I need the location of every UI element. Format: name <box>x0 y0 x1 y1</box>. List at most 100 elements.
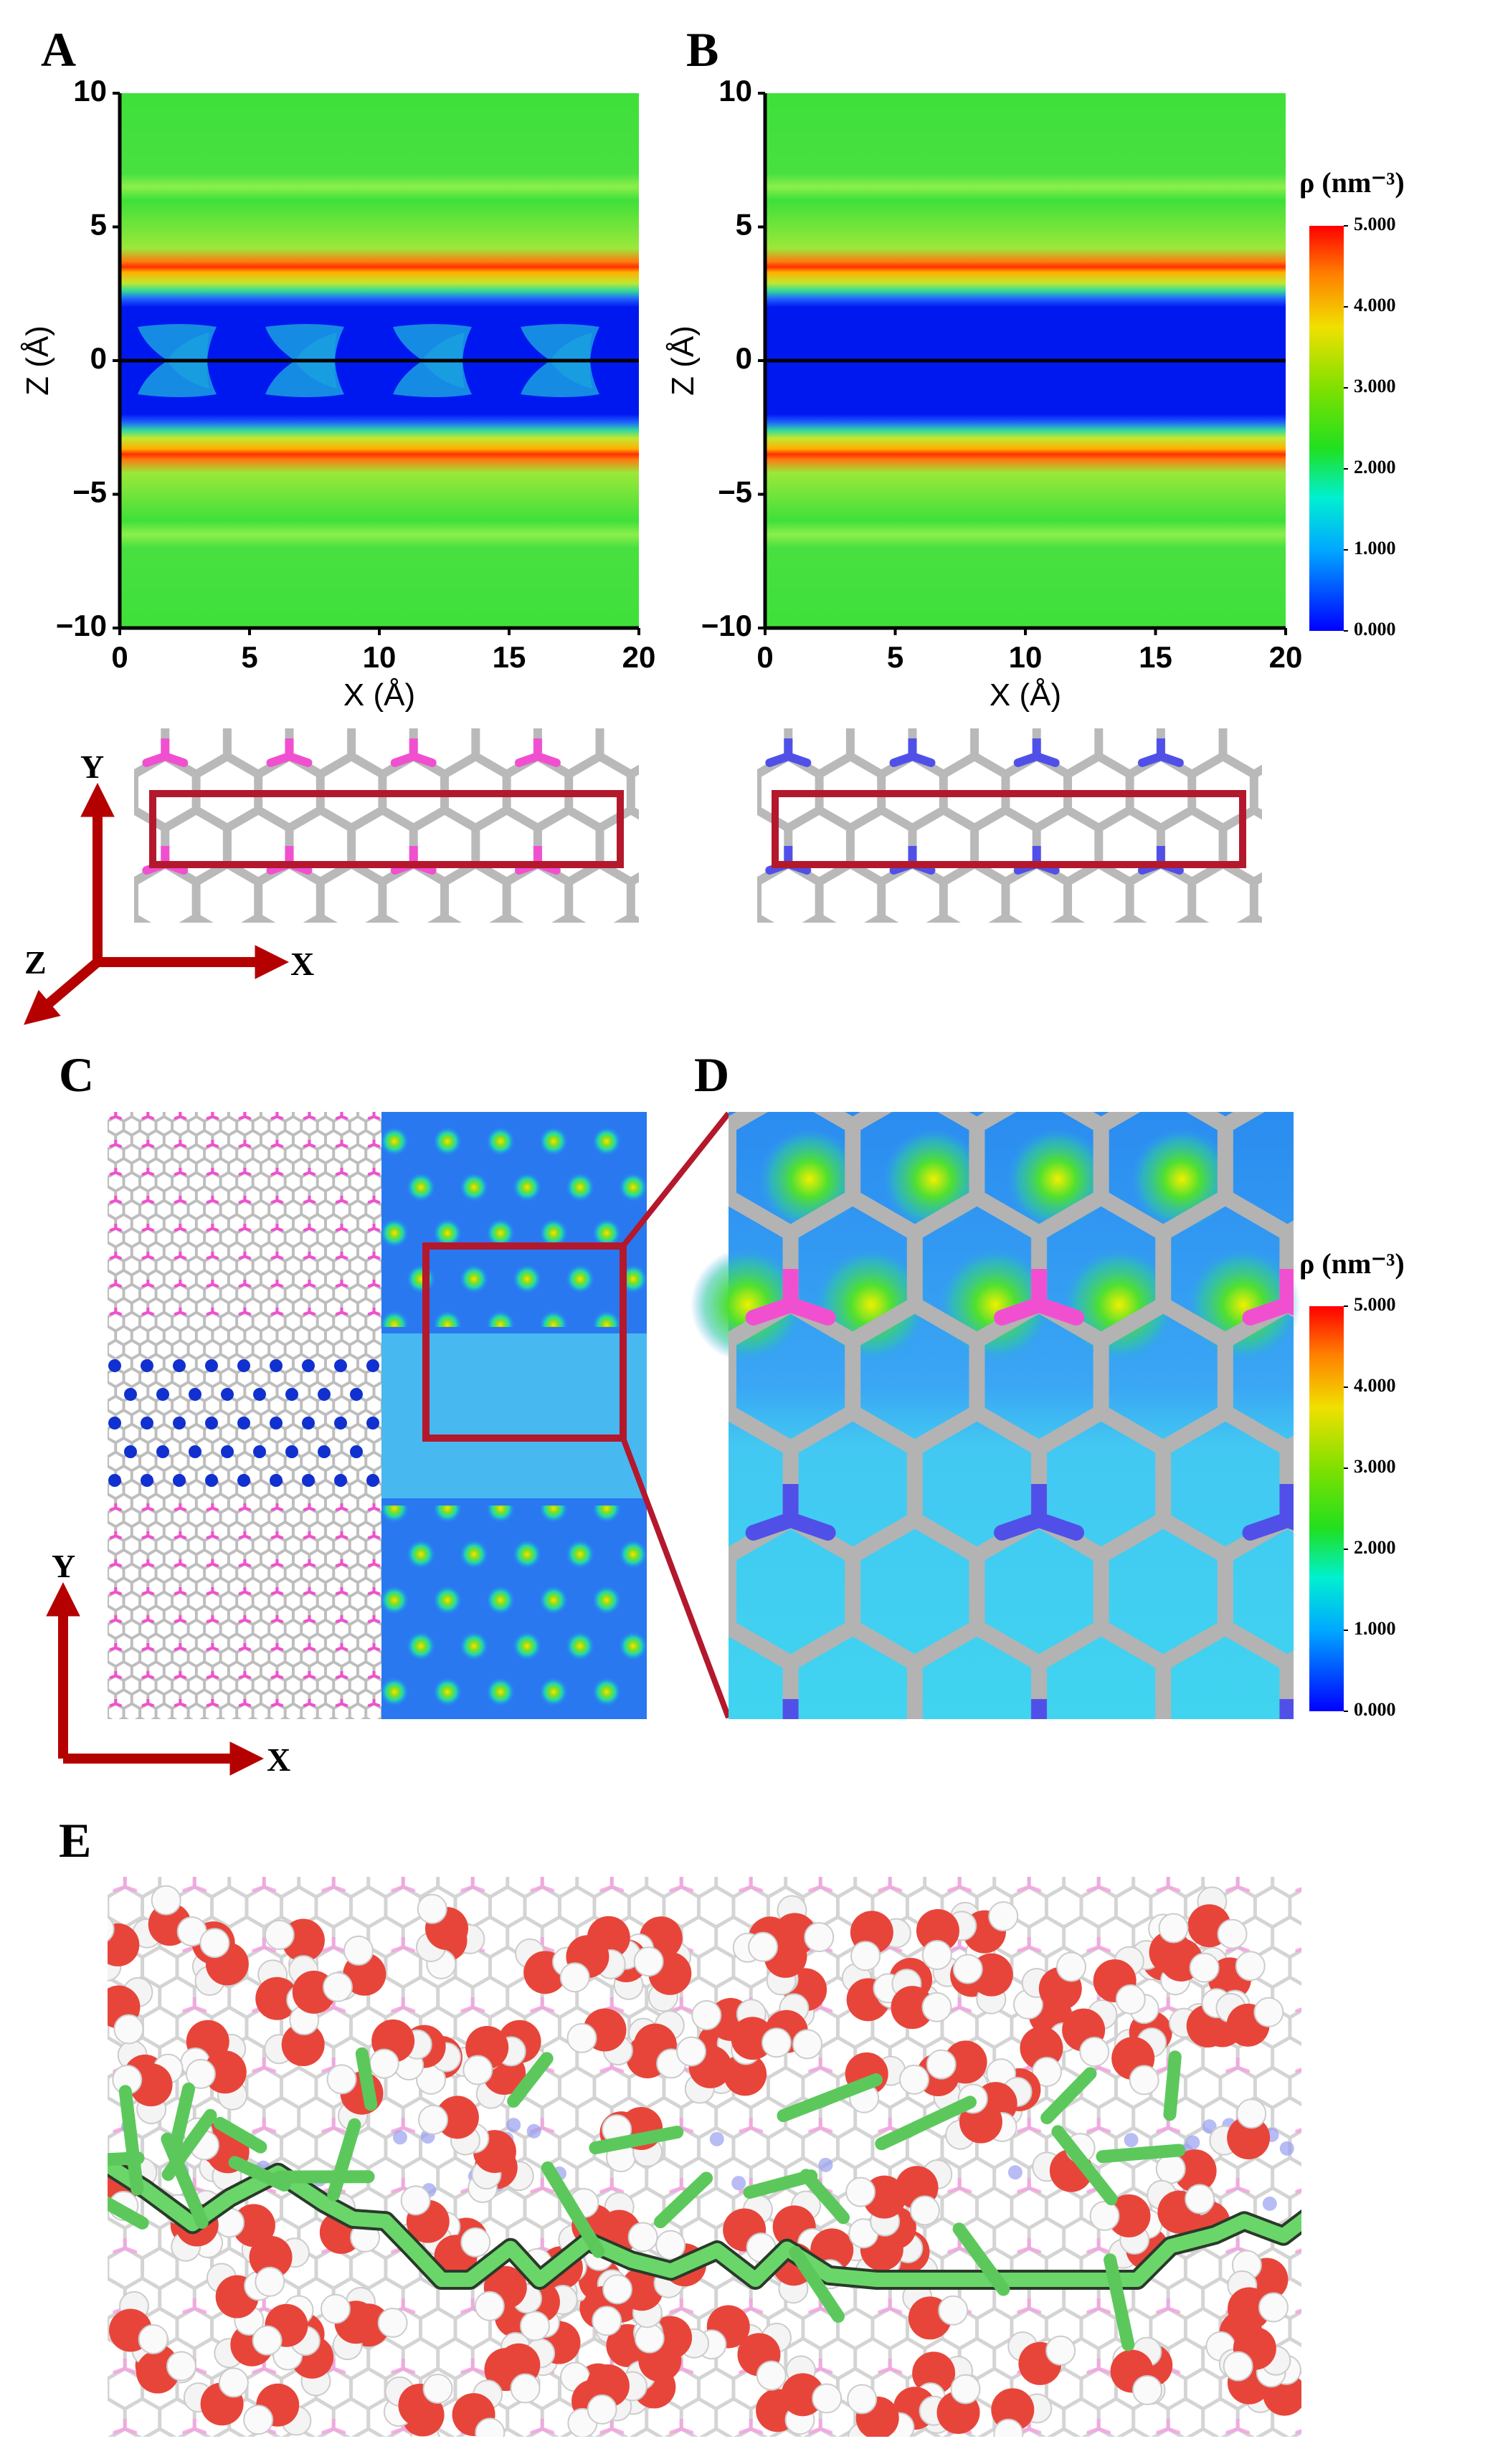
hydrogen <box>592 2306 622 2336</box>
water <box>847 2384 899 2437</box>
hydrogen <box>602 2274 633 2305</box>
hydrogen <box>559 1962 590 1993</box>
water <box>952 1953 1013 2015</box>
nitrogen <box>253 1388 266 1401</box>
hydrogen <box>243 2404 274 2435</box>
nitrogen <box>334 1417 347 1430</box>
panel-label: A <box>41 22 76 77</box>
zoom-line <box>620 1111 731 1248</box>
nitrogen <box>173 1359 186 1372</box>
nitrogen <box>1202 2119 1217 2134</box>
hydrogen <box>1089 2200 1120 2231</box>
water <box>462 2026 526 2085</box>
nitrogen <box>392 2130 407 2145</box>
nitrogen <box>237 1474 250 1487</box>
water <box>916 1908 977 1970</box>
oxygen <box>1173 2149 1217 2193</box>
oxygen <box>944 2040 987 2084</box>
water <box>748 1931 807 1996</box>
hydrogen <box>655 2230 686 2260</box>
nitrogen <box>237 1359 250 1372</box>
side-chain <box>1096 2144 1186 2164</box>
water <box>1007 2331 1076 2385</box>
hydrogen <box>422 2374 453 2404</box>
y-axis-label: Z (Å) <box>665 325 701 396</box>
hydrogen <box>218 2367 249 2398</box>
colorbar-tick-label: 5.000 <box>1354 1294 1396 1315</box>
nitrogen <box>1279 2141 1294 2156</box>
water <box>474 2265 543 2321</box>
dopants <box>108 1112 381 1320</box>
side-chain <box>327 2118 361 2202</box>
hydrogen <box>1158 1913 1189 1944</box>
nitrogen <box>302 1474 315 1487</box>
nitrogen <box>270 1474 283 1487</box>
colorbar-tick-label: 2.000 <box>1354 457 1396 477</box>
axis-name: X <box>290 946 314 982</box>
nitrogen <box>141 1474 153 1487</box>
nitrogen <box>270 1417 283 1430</box>
density-spots <box>381 1505 647 1719</box>
hydrogen <box>138 2323 169 2354</box>
water <box>108 1916 140 1982</box>
hydrogen <box>1045 2335 1076 2366</box>
hydrogen <box>691 2000 722 2031</box>
water <box>288 1955 353 2014</box>
hydrogen <box>151 1885 181 1916</box>
hydrogen <box>676 2036 707 2067</box>
nitrogen <box>1262 2196 1277 2211</box>
panel-label: E <box>59 1813 91 1868</box>
x-tick-label: 10 <box>363 640 397 674</box>
hydrogen <box>845 2177 876 2207</box>
colorbar-tick-label: 0.000 <box>1354 1699 1396 1720</box>
water <box>895 2159 953 2226</box>
hydrogen <box>566 2022 597 2053</box>
hydrogen <box>369 2048 399 2079</box>
water <box>328 1935 386 2001</box>
x-tick-label: 5 <box>887 640 903 674</box>
hydrogen <box>199 1928 230 1959</box>
side-chain <box>875 2096 977 2151</box>
density-lobe <box>265 333 344 397</box>
side-chain <box>1163 2050 1182 2121</box>
side-chain <box>789 2245 845 2323</box>
density-lobe <box>521 333 599 397</box>
hydrogen <box>909 2195 940 2226</box>
nitrogen <box>302 1359 315 1372</box>
hydrogen <box>634 2323 665 2354</box>
colorbar-tick-label: 4.000 <box>1354 1375 1396 1396</box>
water <box>731 1999 792 2060</box>
nitrogen <box>709 2131 724 2146</box>
water <box>497 2338 556 2404</box>
oxygen <box>723 2052 767 2096</box>
oxygen <box>255 1977 299 2020</box>
water <box>112 2063 173 2125</box>
colorbar-tick-label: 4.000 <box>1354 295 1396 315</box>
nitrogen <box>205 1474 218 1487</box>
nitrogen <box>108 1359 121 1372</box>
colorbar-tick-label: 2.000 <box>1354 1537 1396 1558</box>
water <box>737 2322 792 2391</box>
side-chain <box>1051 2125 1118 2206</box>
hydrogen <box>1185 2184 1215 2215</box>
water <box>559 1935 626 1993</box>
water <box>1062 1999 1118 2068</box>
nitrogen <box>318 1445 331 1458</box>
hydrogen <box>1031 2057 1062 2088</box>
hydrogen <box>322 1971 353 2002</box>
axis-arrow <box>24 958 101 1025</box>
y-tick-label: 0 <box>90 341 107 375</box>
x-axis-label: X (Å) <box>990 677 1061 713</box>
side-chain <box>507 2052 554 2108</box>
x-tick-label: 5 <box>241 640 257 674</box>
density-lobe <box>138 333 217 397</box>
colorbar-tick-label: 3.000 <box>1354 376 1396 396</box>
hydrogen <box>108 1916 115 1942</box>
water <box>566 2008 633 2066</box>
nitrogen <box>366 1359 379 1372</box>
hydrogen <box>519 2311 550 2341</box>
hydrogen <box>343 1935 374 1966</box>
